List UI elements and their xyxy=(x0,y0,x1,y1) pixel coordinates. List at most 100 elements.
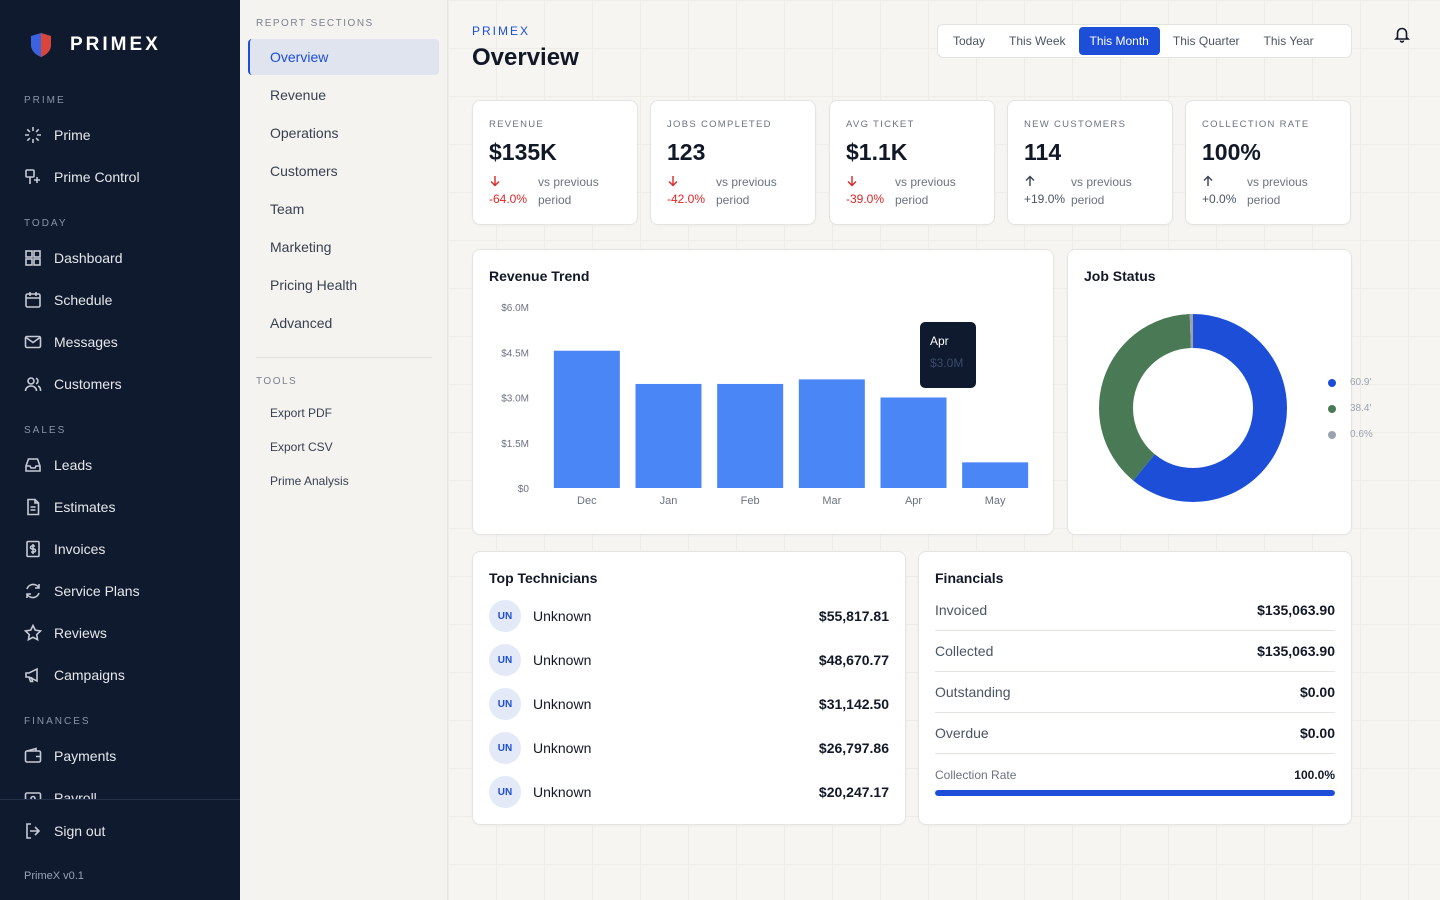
technician-row[interactable]: UN Unknown $48,670.77 xyxy=(489,644,889,676)
page-eyebrow: PRIMEX xyxy=(472,24,531,38)
tab-this-year[interactable]: This Year xyxy=(1263,34,1314,48)
technician-row[interactable]: UN Unknown $55,817.81 xyxy=(489,600,889,632)
technician-amount: $20,247.17 xyxy=(818,784,889,800)
legend-item: 60.9' xyxy=(1328,377,1371,388)
subnav-item-advanced[interactable]: Advanced xyxy=(270,315,333,331)
bar-dec[interactable] xyxy=(553,350,620,488)
x-tick-label: May xyxy=(985,495,1006,507)
brand[interactable]: PRIMEX xyxy=(30,32,161,58)
prime-analysis-link[interactable]: Prime Analysis xyxy=(270,474,349,488)
subnav-item-customers[interactable]: Customers xyxy=(270,163,338,179)
nav-item-label: Reviews xyxy=(54,625,107,641)
bar-jan[interactable] xyxy=(635,383,702,488)
nav-item-messages[interactable]: Messages xyxy=(24,327,224,357)
technician-row[interactable]: UN Unknown $20,247.17 xyxy=(489,776,889,808)
arrow-down-icon xyxy=(490,176,500,187)
x-tick-label: Mar xyxy=(822,495,841,507)
legend-label: 0.6% xyxy=(1350,429,1373,440)
nav-item-leads[interactable]: Leads xyxy=(24,450,224,480)
technician-amount: $48,670.77 xyxy=(818,652,889,668)
technician-row[interactable]: UN Unknown $31,142.50 xyxy=(489,688,889,720)
app-version: PrimeX v0.1 xyxy=(24,870,84,882)
nav-item-schedule[interactable]: Schedule xyxy=(24,285,224,315)
donut-slice-1[interactable] xyxy=(1099,314,1287,502)
technician-name: Unknown xyxy=(533,608,592,624)
kpi-delta: +19.0% xyxy=(1024,192,1066,206)
kpi-card-avg-ticket: AVG TICKET $1.1K -39.0% vs previous peri… xyxy=(829,100,995,225)
sidebar-footer: Sign out PrimeX v0.1 xyxy=(0,799,240,900)
financial-row-outstanding: Outstanding $0.00 xyxy=(935,672,1335,713)
tab-this-quarter[interactable]: This Quarter xyxy=(1172,34,1240,48)
nav-item-reviews[interactable]: Reviews xyxy=(24,618,224,648)
nav-item-label: Customers xyxy=(54,376,122,392)
technician-name: Unknown xyxy=(533,740,592,756)
arrow-down-icon xyxy=(668,176,678,187)
technician-amount: $31,142.50 xyxy=(818,696,889,712)
tab-this-month[interactable]: This Month xyxy=(1078,27,1160,55)
technician-row[interactable]: UN Unknown $26,797.86 xyxy=(489,732,889,764)
kpi-label: COLLECTION RATE xyxy=(1202,119,1310,130)
tab-this-week[interactable]: This Week xyxy=(1009,34,1066,48)
subnav-item-pricing-health[interactable]: Pricing Health xyxy=(270,277,358,293)
avatar: UN xyxy=(489,732,521,764)
top-technicians-card: Top Technicians UN Unknown $55,817.81 UN… xyxy=(472,551,906,825)
nav-item-prime-control[interactable]: Prime Control xyxy=(24,162,224,192)
bar-mar[interactable] xyxy=(798,379,865,488)
nav-item-service-plans[interactable]: Service Plans xyxy=(24,576,224,606)
nav-item-invoices[interactable]: Invoices xyxy=(24,534,224,564)
kpi-comparison: vs previous period xyxy=(1071,175,1132,207)
kpi-card-jobs-completed: JOBS COMPLETED 123 -42.0% vs previous pe… xyxy=(650,100,816,225)
technician-name: Unknown xyxy=(533,696,592,712)
kpi-delta: -64.0% xyxy=(489,192,528,206)
collection-rate-progress-fill xyxy=(935,790,1335,796)
subnav-item-team[interactable]: Team xyxy=(270,201,305,217)
kpi-comparison: vs previous period xyxy=(716,175,777,207)
nav-item-estimates[interactable]: Estimates xyxy=(24,492,224,522)
subnav-item-marketing[interactable]: Marketing xyxy=(270,239,332,255)
nav-item-customers[interactable]: Customers xyxy=(24,369,224,399)
bar-apr[interactable] xyxy=(880,397,947,489)
legend-dot xyxy=(1328,404,1336,413)
arrow-up-icon xyxy=(1025,175,1035,186)
nav-section-finances: FINANCES xyxy=(24,716,91,727)
notifications-button[interactable] xyxy=(1393,25,1411,43)
job-status-donut-chart xyxy=(1099,314,1287,502)
nav-item-payments[interactable]: Payments xyxy=(24,741,224,771)
financial-row-collected: Collected $135,063.90 xyxy=(935,631,1335,672)
bar-may[interactable] xyxy=(962,462,1029,488)
subnav-item-overview[interactable]: Overview xyxy=(248,39,439,75)
main-content: PRIMEX Overview Today This Week This Mon… xyxy=(448,0,1440,900)
nav-item-campaigns[interactable]: Campaigns xyxy=(24,660,224,690)
shield-logo-icon xyxy=(31,33,51,57)
legend-item: 38.4' xyxy=(1328,403,1371,414)
nav-item-label: Estimates xyxy=(54,499,116,515)
revenue-bar-chart: $0 $1.5M $3.0M $4.5M $6.0M Dec Jan Feb Mar Apr May xyxy=(501,303,1029,507)
y-tick-label: $6.0M xyxy=(501,303,529,314)
nav-item-label: Campaigns xyxy=(54,667,125,683)
subnav-item-revenue[interactable]: Revenue xyxy=(270,87,327,103)
sign-out-button[interactable]: Sign out xyxy=(24,822,105,840)
logout-icon xyxy=(26,823,41,839)
subnav-item-operations[interactable]: Operations xyxy=(270,125,339,141)
mail-icon xyxy=(24,335,42,349)
avatar: UN xyxy=(489,644,521,676)
kpi-comparison: vs previous period xyxy=(538,175,599,207)
page-title: Overview xyxy=(472,44,579,71)
avatar: UN xyxy=(489,776,521,808)
financial-value: $135,063.90 xyxy=(1257,602,1335,618)
tab-today[interactable]: Today xyxy=(953,34,986,48)
nav-item-dashboard[interactable]: Dashboard xyxy=(24,243,224,273)
arrow-up-icon xyxy=(1203,175,1213,186)
kpi-value: $135K xyxy=(489,139,557,165)
y-tick-label: $0 xyxy=(518,484,530,495)
financial-value: $0.00 xyxy=(1299,684,1335,700)
technician-amount: $26,797.86 xyxy=(818,740,889,756)
bar-feb[interactable] xyxy=(717,383,784,488)
donut-slice-2[interactable] xyxy=(1099,314,1287,502)
export-csv-link[interactable]: Export CSV xyxy=(270,440,333,454)
export-pdf-link[interactable]: Export PDF xyxy=(270,406,333,420)
inbox-icon xyxy=(25,458,41,472)
nav-item-prime[interactable]: Prime xyxy=(24,120,224,150)
x-tick-label: Feb xyxy=(741,495,760,507)
kpi-label: NEW CUSTOMERS xyxy=(1024,119,1127,130)
